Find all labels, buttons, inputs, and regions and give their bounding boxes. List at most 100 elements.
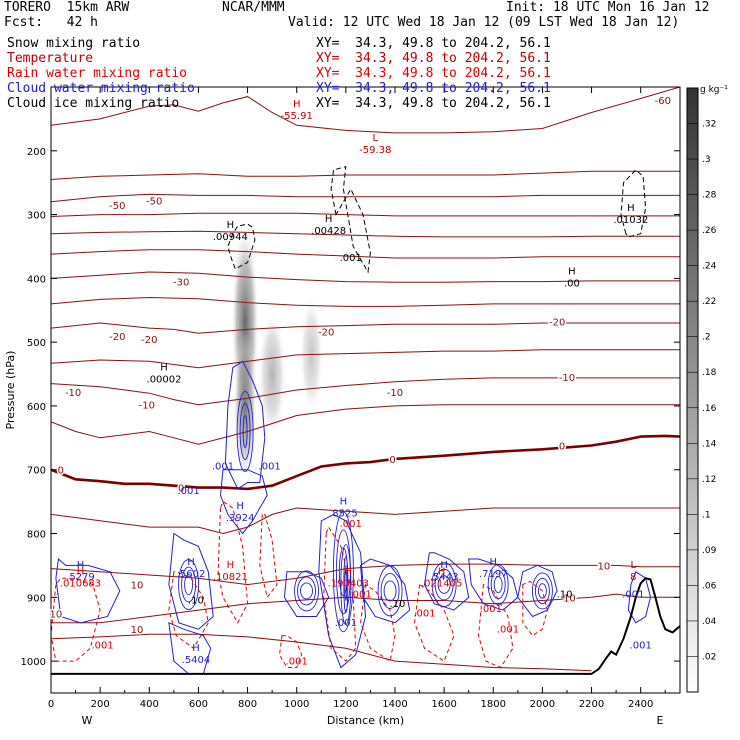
cloud-water-ring <box>343 556 349 614</box>
xy-snow: XY= 34.3, 49.8 to 204.2, 56.1 <box>316 36 551 51</box>
isotherm-label: 0 <box>389 455 395 466</box>
cloud-water-ring <box>431 562 457 608</box>
xy-rain: XY= 34.3, 49.8 to 204.2, 56.1 <box>316 66 551 81</box>
cloud-ice-contour <box>227 223 256 270</box>
rain-water-contour <box>323 525 357 662</box>
extremum-value: .00944 <box>213 232 248 243</box>
isotherm-label: 10 <box>597 561 610 572</box>
contour-value-label: .001 <box>212 462 234 473</box>
x-tick-label: 0 <box>48 699 54 710</box>
extremum-value: -59.38 <box>359 145 391 156</box>
field-snow: Snow mixing ratio <box>7 36 141 51</box>
extremum-symbol: H <box>160 362 168 373</box>
isotherm-line <box>51 212 680 217</box>
colorbar-tick-label: .09 <box>702 546 717 556</box>
extremum-symbol: H <box>490 557 498 568</box>
cloud-water-contour <box>224 360 266 490</box>
cloud-water-contour <box>283 571 330 617</box>
rain-water-contour <box>168 571 209 650</box>
contour-value-label: .001 <box>91 640 113 651</box>
isotherm-label: -20 <box>318 327 334 338</box>
contour-value-label: .10 <box>188 596 204 607</box>
colorbar-tick-label: .3 <box>702 155 711 165</box>
isotherm-label: -50 <box>146 197 162 208</box>
y-tick-label: 700 <box>27 466 46 477</box>
terrain-line <box>51 577 680 675</box>
x-end-label-east: E <box>657 714 664 727</box>
isotherm-label: -20 <box>549 318 565 329</box>
cloud-water-ring <box>377 565 403 617</box>
rain-water-contour <box>278 635 303 668</box>
x-tick-label: 2200 <box>579 699 604 710</box>
cloud-water-ring <box>380 572 400 609</box>
y-tick-label: 800 <box>27 530 46 541</box>
cloud-water-contour <box>55 558 121 624</box>
extremum-value: .7197 <box>479 569 508 580</box>
cloud-water-ring <box>297 576 316 606</box>
cloud-water-ring <box>178 559 200 611</box>
isotherm-label: 0 <box>58 466 64 477</box>
extremum-value: .8525 <box>329 508 358 519</box>
contour-value-label: .001 <box>622 589 644 600</box>
y-tick-label: 400 <box>27 274 46 285</box>
rain-water-contour <box>477 583 514 669</box>
x-tick-label: 800 <box>238 699 257 710</box>
contour-value-label: .10 <box>557 589 573 600</box>
cloud-water-ring <box>236 391 254 472</box>
extremum-symbol: H <box>627 203 635 214</box>
cloud-water-ring <box>434 568 454 601</box>
contour-value-label: .001 <box>349 589 371 600</box>
cloud-water-contour <box>360 558 411 624</box>
isotherm-line <box>51 563 680 586</box>
extremum-value: .00 <box>564 279 580 290</box>
extremum-symbol: H <box>77 567 85 578</box>
isotherm-line <box>51 322 680 334</box>
rain-water-contour <box>51 577 101 662</box>
extremum-value: -55.91 <box>281 111 313 122</box>
field-temperature: Temperature <box>7 51 94 66</box>
extremum-value: .10821 <box>213 572 248 583</box>
colorbar-tick-label: .1 <box>702 510 711 520</box>
x-tick-label: 2000 <box>530 699 555 710</box>
cloud-water-ring <box>531 572 553 610</box>
field-rain: Rain water mixing ratio <box>7 66 188 81</box>
cloud-water-ring <box>300 582 313 600</box>
colorbar-unit: g kg⁻¹ <box>700 85 728 95</box>
isotherm-label: 10 <box>131 625 144 636</box>
colorbar-tick-label: .18 <box>702 368 717 378</box>
contour-value-label: .001 <box>177 486 199 497</box>
snow-plume-lower <box>233 330 258 481</box>
colorbar-tick-label: .16 <box>702 404 717 414</box>
colorbar-tick-label: .28 <box>702 191 717 201</box>
extremum-value: .01032 <box>613 215 648 226</box>
colorbar-tick-label: .2 <box>702 333 711 343</box>
contour-value-label: .001 <box>286 656 308 667</box>
cloud-water-ring <box>184 574 194 596</box>
contour-value-label: .10 <box>389 599 405 610</box>
contour-value-label: .001 <box>413 608 435 619</box>
isotherm-line <box>51 593 680 624</box>
extremum-symbol: H <box>568 267 576 278</box>
extremum-symbol: L <box>373 133 379 144</box>
cloud-water-ring <box>239 403 251 460</box>
cloud-water-ring <box>340 544 352 626</box>
extremum-symbol: H <box>77 560 85 571</box>
y-tick-label: 500 <box>27 338 46 349</box>
isotherm-line <box>51 193 680 203</box>
extremum-symbol: H <box>340 496 348 507</box>
extremum-symbol: H <box>345 567 353 578</box>
x-tick-label: 1800 <box>481 699 506 710</box>
cloud-water-ring <box>332 511 354 633</box>
x-axis-title: Distance (km) <box>327 714 404 727</box>
xy-cloud-water: XY= 34.3, 49.8 to 204.2, 56.1 <box>316 81 551 96</box>
valid-time: Valid: 12 UTC Wed 18 Jan 12 (09 LST Wed … <box>288 15 680 30</box>
cloud-water-ring <box>487 564 509 606</box>
isotherm-line <box>51 633 592 672</box>
extremum-value: .00428 <box>311 226 346 237</box>
isotherm-label: 0 <box>559 441 565 452</box>
colorbar-tick-label: .04 <box>702 617 717 627</box>
xy-cloud-ice: XY= 34.3, 49.8 to 204.2, 56.1 <box>316 96 551 111</box>
extremum-value: .5404 <box>182 655 211 666</box>
isotherm-label: -20 <box>109 332 125 343</box>
